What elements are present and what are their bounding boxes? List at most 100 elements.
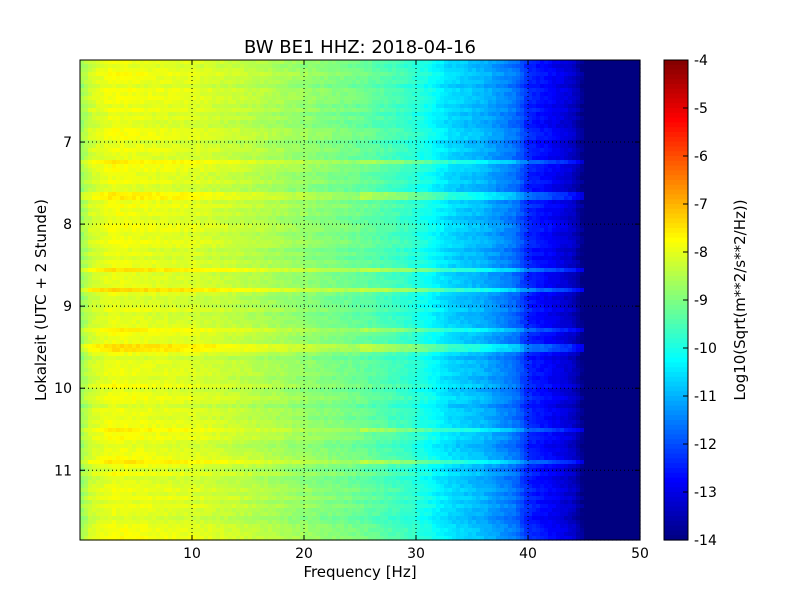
spectrogram-cell [156,136,161,141]
spectrogram-cell [212,132,217,137]
spectrogram-cell [588,152,593,157]
spectrogram-cell [376,104,381,109]
spectrogram-cell [140,100,145,105]
spectrogram-cell [156,176,161,181]
spectrogram-cell [128,124,133,129]
spectrogram-cell [444,160,449,165]
spectrogram-cell [636,72,641,77]
spectrogram-cell [580,80,585,85]
spectrogram-cell [152,124,157,129]
spectrogram-cell [568,164,573,169]
spectrogram-cell [604,152,609,157]
spectrogram-cell [400,132,405,137]
spectrogram-cell [332,152,337,157]
spectrogram-cell [300,120,305,125]
spectrogram-cell [80,184,85,189]
spectrogram-cell [424,60,429,65]
spectrogram-cell [316,140,321,145]
spectrogram-cell [260,128,265,133]
spectrogram-cell [224,64,229,69]
spectrogram-cell [408,200,413,205]
spectrogram-cell [584,136,589,141]
spectrogram-cell [500,60,505,65]
spectrogram-cell [276,188,281,193]
spectrogram-cell [176,196,181,201]
spectrogram-cell [628,68,633,73]
spectrogram-cell [484,108,489,113]
spectrogram-cell [148,160,153,165]
spectrogram-cell [84,96,89,101]
spectrogram-cell [400,188,405,193]
spectrogram-cell [552,84,557,89]
spectrogram-cell [464,196,469,201]
spectrogram-cell [428,176,433,181]
spectrogram-cell [260,140,265,145]
spectrogram-cell [188,156,193,161]
spectrogram-cell [608,84,613,89]
spectrogram-cell [292,192,297,197]
spectrogram-cell [548,172,553,177]
spectrogram-cell [204,128,209,133]
spectrogram-cell [464,132,469,137]
spectrogram-cell [504,76,509,81]
spectrogram-cell [104,60,109,65]
spectrogram-cell [444,156,449,161]
spectrogram-cell [228,152,233,157]
spectrogram-cell [264,124,269,129]
spectrogram-cell [508,120,513,125]
spectrogram-cell [452,128,457,133]
spectrogram-cell [604,144,609,149]
spectrogram-cell [384,76,389,81]
spectrogram-cell [540,108,545,113]
spectrogram-cell [400,120,405,125]
spectrogram-cell [368,200,373,205]
spectrogram-cell [288,180,293,185]
spectrogram-cell [376,64,381,69]
spectrogram-cell [500,140,505,145]
spectrogram-cell [388,160,393,165]
spectrogram-cell [84,136,89,141]
spectrogram-cell [608,148,613,153]
spectrogram-cell [360,108,365,113]
spectrogram-cell [380,88,385,93]
spectrogram-cell [176,72,181,77]
spectrogram-cell [164,128,169,133]
spectrogram-cell [260,172,265,177]
spectrogram-cell [552,136,557,141]
spectrogram-cell [576,60,581,65]
spectrogram-cell [612,148,617,153]
spectrogram-cell [492,196,497,201]
spectrogram-cell [420,180,425,185]
spectrogram-cell [512,112,517,117]
spectrogram-cell [124,104,129,109]
spectrogram-cell [236,184,241,189]
spectrogram-cell [192,136,197,141]
spectrogram-cell [468,184,473,189]
spectrogram-cell [456,156,461,161]
spectrogram-cell [180,128,185,133]
spectrogram-cell [508,92,513,97]
spectrogram-cell [536,192,541,197]
spectrogram-cell [236,104,241,109]
spectrogram-cell [164,148,169,153]
spectrogram-cell [500,96,505,101]
spectrogram-cell [320,152,325,157]
spectrogram-cell [84,60,89,65]
spectrogram-cell [512,76,517,81]
spectrogram-cell [596,72,601,77]
spectrogram-cell [92,184,97,189]
spectrogram-cell [508,184,513,189]
spectrogram-cell [480,140,485,145]
spectrogram-cell [352,64,357,69]
spectrogram-cell [128,160,133,165]
spectrogram-cell [136,108,141,113]
spectrogram-cell [508,132,513,137]
spectrogram-cell [96,80,101,85]
spectrogram-cell [356,108,361,113]
spectrogram-cell [532,128,537,133]
spectrogram-cell [116,136,121,141]
spectrogram-cell [168,144,173,149]
spectrogram-cell [632,116,637,121]
spectrogram-cell [360,72,365,77]
spectrogram-cell [476,164,481,169]
